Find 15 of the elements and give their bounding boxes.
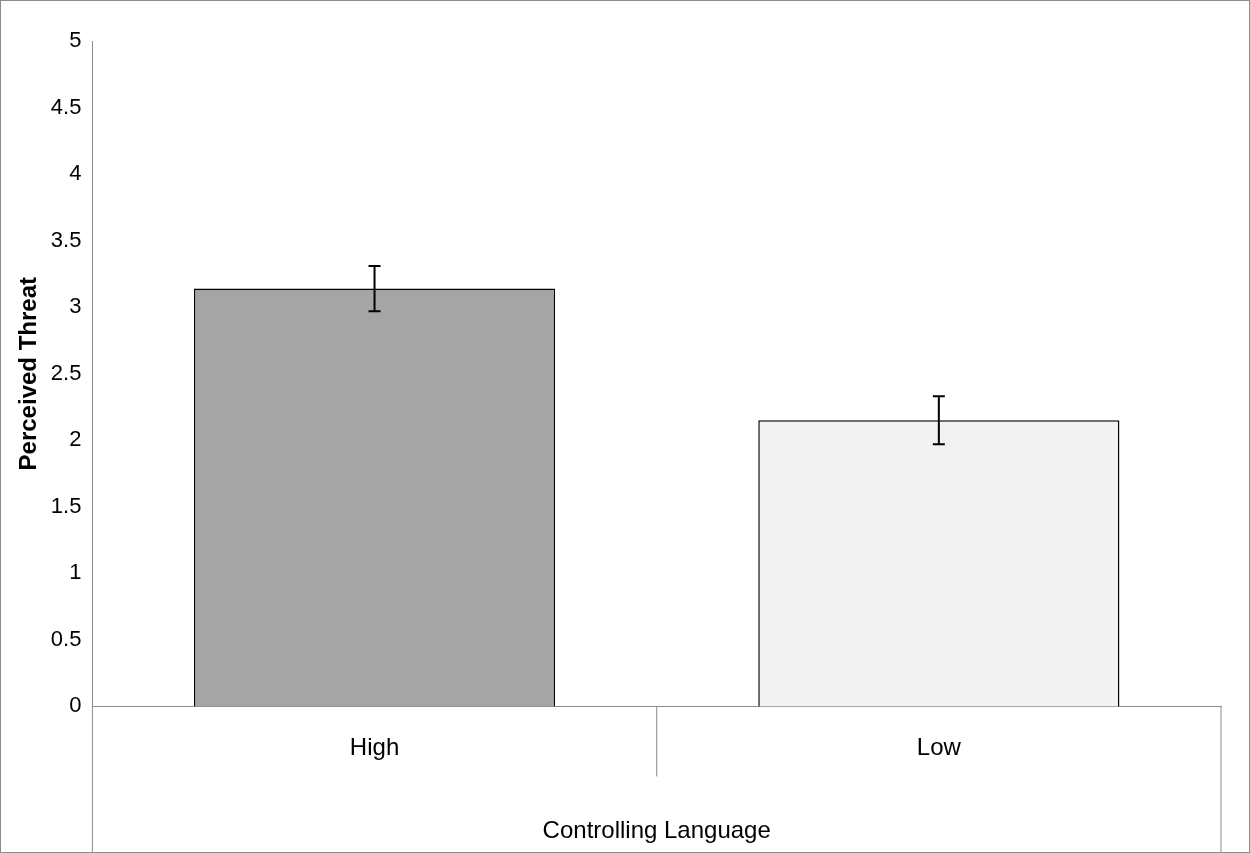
y-tick-label: 3 xyxy=(69,293,82,319)
y-tick-label: 0 xyxy=(69,692,82,718)
y-tick-label: 4.5 xyxy=(50,93,82,119)
y-tick-label: 5 xyxy=(69,27,82,53)
y-tick-label: 2 xyxy=(69,426,82,452)
x-tick-label: Low xyxy=(916,733,962,761)
x-axis-title: Controlling Language xyxy=(542,816,771,844)
y-tick-label: 1 xyxy=(69,559,82,585)
y-tick-label: 4 xyxy=(69,160,82,186)
x-tick-label: High xyxy=(349,733,400,761)
y-tick-label: 1.5 xyxy=(50,492,82,518)
y-axis-title: Perceived Threat xyxy=(14,276,42,471)
y-tick-label: 2.5 xyxy=(50,359,82,385)
y-tick-label: 0.5 xyxy=(50,625,82,651)
y-tick-label: 3.5 xyxy=(50,226,82,252)
